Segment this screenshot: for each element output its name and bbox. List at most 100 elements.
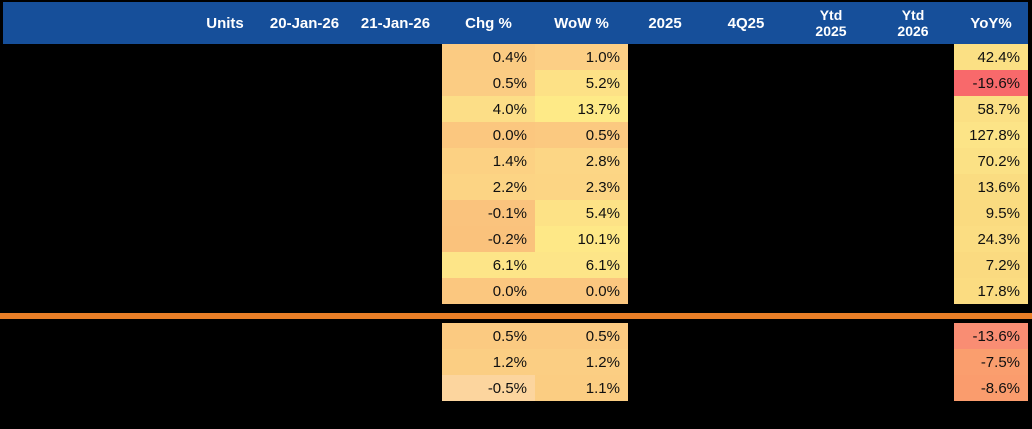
ytd-2026-cell-redacted[interactable] (872, 96, 954, 122)
year-2025-cell-redacted[interactable] (628, 278, 702, 304)
units-cell-redacted[interactable] (190, 70, 260, 96)
q4-25-cell-redacted[interactable] (702, 96, 790, 122)
ytd-2025-cell-redacted[interactable] (790, 226, 872, 252)
ytd-2025-cell-redacted[interactable] (790, 252, 872, 278)
yoy-pct-cell[interactable]: -7.5% (954, 349, 1028, 375)
wow-pct-cell[interactable]: 1.0% (535, 44, 628, 70)
q4-25-cell-redacted[interactable] (702, 70, 790, 96)
q4-25-cell-redacted[interactable] (702, 375, 790, 401)
chg-pct-cell[interactable]: 2.2% (442, 174, 535, 200)
q4-25-cell-redacted[interactable] (702, 44, 790, 70)
chg-pct-cell[interactable]: 1.2% (442, 349, 535, 375)
wow-pct-cell[interactable]: 1.1% (535, 375, 628, 401)
header-cell-label[interactable] (3, 2, 190, 44)
ytd-2025-cell-redacted[interactable] (790, 122, 872, 148)
ytd-2025-cell-redacted[interactable] (790, 278, 872, 304)
wow-pct-cell[interactable]: 0.5% (535, 122, 628, 148)
ytd-2026-cell-redacted[interactable] (872, 200, 954, 226)
yoy-pct-cell[interactable]: 70.2% (954, 148, 1028, 174)
units-cell-redacted[interactable] (190, 323, 260, 349)
date-prev-cell-redacted[interactable] (260, 70, 349, 96)
q4-25-cell-redacted[interactable] (702, 252, 790, 278)
q4-25-cell-redacted[interactable] (702, 226, 790, 252)
year-2025-cell-redacted[interactable] (628, 252, 702, 278)
wow-pct-cell[interactable]: 6.1% (535, 252, 628, 278)
ytd-2026-cell-redacted[interactable] (872, 323, 954, 349)
date-prev-cell-redacted[interactable] (260, 252, 349, 278)
wow-pct-cell[interactable]: 13.7% (535, 96, 628, 122)
year-2025-cell-redacted[interactable] (628, 349, 702, 375)
ytd-2026-cell-redacted[interactable] (872, 226, 954, 252)
units-cell-redacted[interactable] (190, 278, 260, 304)
ytd-2025-cell-redacted[interactable] (790, 375, 872, 401)
units-cell-redacted[interactable] (190, 148, 260, 174)
wow-pct-cell[interactable]: 5.4% (535, 200, 628, 226)
wow-pct-cell[interactable]: 1.2% (535, 349, 628, 375)
yoy-pct-cell[interactable]: -19.6% (954, 70, 1028, 96)
chg-pct-cell[interactable]: 0.0% (442, 278, 535, 304)
units-cell-redacted[interactable] (190, 252, 260, 278)
wow-pct-cell[interactable]: 2.3% (535, 174, 628, 200)
row-label-cell-redacted[interactable] (3, 375, 190, 401)
units-cell-redacted[interactable] (190, 226, 260, 252)
chg-pct-cell[interactable]: -0.2% (442, 226, 535, 252)
wow-pct-cell[interactable]: 2.8% (535, 148, 628, 174)
year-2025-cell-redacted[interactable] (628, 44, 702, 70)
date-prev-cell-redacted[interactable] (260, 349, 349, 375)
q4-25-cell-redacted[interactable] (702, 278, 790, 304)
ytd-2025-cell-redacted[interactable] (790, 200, 872, 226)
wow-pct-cell[interactable]: 0.0% (535, 278, 628, 304)
date-prev-cell-redacted[interactable] (260, 200, 349, 226)
yoy-pct-cell[interactable]: 42.4% (954, 44, 1028, 70)
year-2025-cell-redacted[interactable] (628, 122, 702, 148)
row-label-cell-redacted[interactable] (3, 96, 190, 122)
header-cell-4q25[interactable]: 4Q25 (727, 14, 765, 32)
chg-pct-cell[interactable]: 0.5% (442, 323, 535, 349)
ytd-2026-cell-redacted[interactable] (872, 70, 954, 96)
yoy-pct-cell[interactable]: 9.5% (954, 200, 1028, 226)
row-label-cell-redacted[interactable] (3, 226, 190, 252)
wow-pct-cell[interactable]: 0.5% (535, 323, 628, 349)
row-label-cell-redacted[interactable] (3, 349, 190, 375)
date-prev-cell-redacted[interactable] (260, 96, 349, 122)
header-cell-2025[interactable]: 2025 (648, 14, 682, 32)
year-2025-cell-redacted[interactable] (628, 70, 702, 96)
ytd-2026-cell-redacted[interactable] (872, 122, 954, 148)
units-cell-redacted[interactable] (190, 44, 260, 70)
yoy-pct-cell[interactable]: 24.3% (954, 226, 1028, 252)
ytd-2026-cell-redacted[interactable] (872, 174, 954, 200)
date-curr-cell-redacted[interactable] (349, 174, 442, 200)
ytd-2025-cell-redacted[interactable] (790, 174, 872, 200)
year-2025-cell-redacted[interactable] (628, 200, 702, 226)
year-2025-cell-redacted[interactable] (628, 148, 702, 174)
yoy-pct-cell[interactable]: 7.2% (954, 252, 1028, 278)
wow-pct-cell[interactable]: 10.1% (535, 226, 628, 252)
wow-pct-cell[interactable]: 5.2% (535, 70, 628, 96)
year-2025-cell-redacted[interactable] (628, 226, 702, 252)
row-label-cell-redacted[interactable] (3, 70, 190, 96)
q4-25-cell-redacted[interactable] (702, 122, 790, 148)
year-2025-cell-redacted[interactable] (628, 174, 702, 200)
row-label-cell-redacted[interactable] (3, 323, 190, 349)
yoy-pct-cell[interactable]: 58.7% (954, 96, 1028, 122)
row-label-cell-redacted[interactable] (3, 44, 190, 70)
header-cell-ytd-2026[interactable]: Ytd 2026 (872, 2, 954, 44)
chg-pct-cell[interactable]: 1.4% (442, 148, 535, 174)
date-prev-cell-redacted[interactable] (260, 174, 349, 200)
ytd-2026-cell-redacted[interactable] (872, 44, 954, 70)
date-prev-cell-redacted[interactable] (260, 323, 349, 349)
date-curr-cell-redacted[interactable] (349, 323, 442, 349)
units-cell-redacted[interactable] (190, 375, 260, 401)
ytd-2026-cell-redacted[interactable] (872, 278, 954, 304)
row-label-cell-redacted[interactable] (3, 148, 190, 174)
yoy-pct-cell[interactable]: 17.8% (954, 278, 1028, 304)
units-cell-redacted[interactable] (190, 200, 260, 226)
q4-25-cell-redacted[interactable] (702, 200, 790, 226)
ytd-2025-cell-redacted[interactable] (790, 148, 872, 174)
ytd-2026-cell-redacted[interactable] (872, 148, 954, 174)
date-prev-cell-redacted[interactable] (260, 44, 349, 70)
date-prev-cell-redacted[interactable] (260, 122, 349, 148)
ytd-2025-cell-redacted[interactable] (790, 96, 872, 122)
date-curr-cell-redacted[interactable] (349, 252, 442, 278)
chg-pct-cell[interactable]: 0.4% (442, 44, 535, 70)
